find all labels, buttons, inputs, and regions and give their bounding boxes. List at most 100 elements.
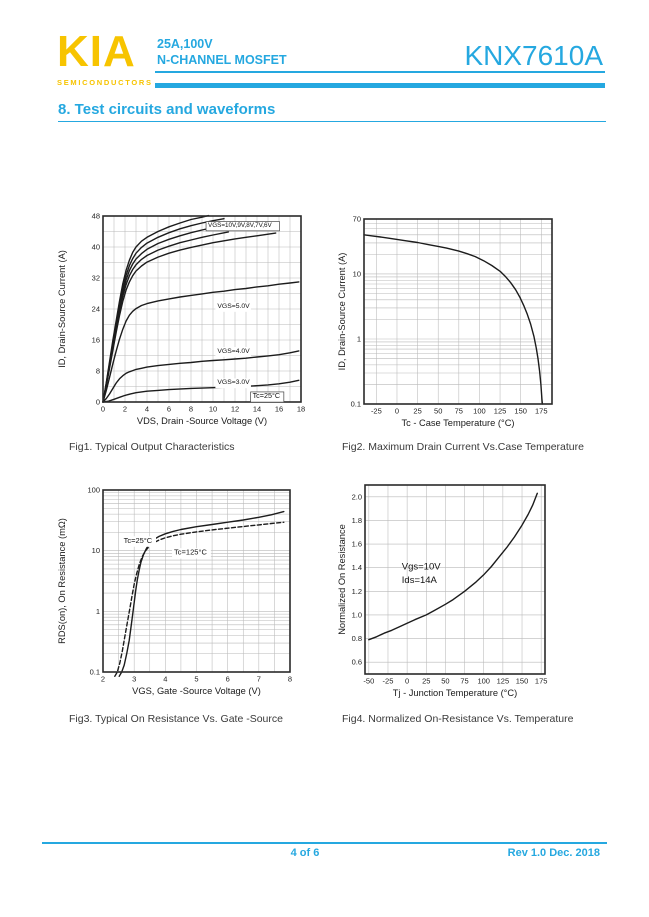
svg-text:1.4: 1.4	[352, 563, 362, 572]
svg-text:5: 5	[194, 675, 198, 684]
svg-text:VGS=4.0V: VGS=4.0V	[217, 348, 250, 355]
svg-text:8: 8	[189, 405, 193, 414]
svg-text:-50: -50	[363, 677, 374, 686]
fig2-caption: Fig2. Maximum Drain Current Vs.Case Temp…	[342, 441, 584, 453]
revision-label: Rev 1.0 Dec. 2018	[507, 847, 600, 859]
device-summary: 25A,100V N-CHANNEL MOSFET	[157, 36, 287, 69]
svg-text:RDS(on), On Resistance (mΩ): RDS(on), On Resistance (mΩ)	[57, 518, 67, 644]
svg-text:150: 150	[516, 677, 529, 686]
svg-text:100: 100	[473, 407, 486, 416]
header-rule-thin	[155, 71, 605, 73]
fig4-normalized-rdson-chart: -50 -25 0 25 50 75 100 125 150 175 0.6 0.8 1.0 1.2 1.4…	[337, 484, 548, 698]
svg-text:175: 175	[535, 677, 548, 686]
svg-text:18: 18	[297, 405, 305, 414]
svg-text:-25: -25	[371, 407, 382, 416]
figure-1: 0 2 4 6 8 10 12 14 16 18 0 8 16 24 32 40 48 VDS, Drain -S…	[55, 205, 335, 454]
svg-text:50: 50	[434, 407, 442, 416]
svg-text:25: 25	[422, 677, 430, 686]
svg-text:7: 7	[257, 675, 261, 684]
figure-3: 2 3 4 5 6 7 8 0.1 1 10 100 VGS, Gate -Source Voltag…	[55, 477, 335, 726]
svg-text:175: 175	[535, 407, 548, 416]
svg-text:70: 70	[353, 215, 361, 224]
svg-text:10: 10	[353, 269, 361, 278]
device-rating: 25A,100V	[157, 37, 213, 51]
figure-4: -50 -25 0 25 50 75 100 125 150 175 0.6 0.8 1.0 1.2 1.4…	[335, 477, 615, 725]
svg-text:6: 6	[167, 405, 171, 414]
svg-text:150: 150	[514, 407, 527, 416]
svg-text:0.8: 0.8	[352, 634, 362, 643]
figure-2: -25 0 25 50 75 100 125 150 175 0.1 1 10 70 Tc - Case …	[335, 205, 615, 454]
svg-text:VGS=5.0V: VGS=5.0V	[217, 303, 250, 310]
svg-text:3: 3	[132, 675, 136, 684]
svg-text:Tj - Junction Temperature (°C): Tj - Junction Temperature (°C)	[393, 688, 517, 698]
svg-text:16: 16	[275, 405, 283, 414]
logo-text: KIA	[57, 27, 136, 76]
svg-text:Tc=25°C: Tc=25°C	[253, 391, 280, 400]
svg-text:4: 4	[163, 675, 167, 684]
svg-text:VDS, Drain -Source Voltage (V): VDS, Drain -Source Voltage (V)	[137, 416, 267, 426]
svg-text:0.1: 0.1	[351, 400, 361, 409]
svg-text:0.6: 0.6	[352, 658, 362, 667]
svg-text:100: 100	[87, 486, 100, 495]
header-rule-thick	[155, 83, 605, 88]
kia-logo: KIA SEMICONDUCTORS	[57, 27, 153, 88]
svg-text:1: 1	[357, 334, 361, 343]
svg-text:125: 125	[497, 677, 510, 686]
svg-text:25: 25	[413, 407, 421, 416]
svg-text:32: 32	[92, 274, 100, 283]
svg-text:48: 48	[92, 212, 100, 221]
svg-text:40: 40	[92, 243, 100, 252]
svg-text:50: 50	[441, 677, 449, 686]
part-number: KNX7610A	[464, 40, 603, 71]
svg-text:10: 10	[209, 405, 217, 414]
svg-text:125: 125	[494, 407, 507, 416]
svg-text:0: 0	[395, 407, 399, 416]
section-title-underline	[58, 121, 606, 123]
svg-text:24: 24	[92, 305, 100, 314]
svg-text:0.1: 0.1	[90, 668, 100, 677]
svg-text:ID, Drain-Source Current (A): ID, Drain-Source Current (A)	[337, 253, 347, 371]
svg-text:8: 8	[96, 367, 100, 376]
svg-text:VGS=10V,9V,8V,7V,6V: VGS=10V,9V,8V,7V,6V	[208, 222, 272, 229]
svg-text:Tc=125°C: Tc=125°C	[174, 548, 207, 557]
svg-text:2: 2	[123, 405, 127, 414]
fig3-caption: Fig3. Typical On Resistance Vs. Gate -So…	[69, 713, 283, 725]
svg-text:Tc - Case Temperature (°C): Tc - Case Temperature (°C)	[401, 418, 514, 428]
svg-text:0: 0	[96, 398, 100, 407]
footer-rule	[42, 842, 607, 844]
logo-subtext: SEMICONDUCTORS	[57, 78, 153, 87]
fig3-on-resistance-chart: 2 3 4 5 6 7 8 0.1 1 10 100 VGS, Gate -Source Voltag…	[57, 486, 292, 697]
svg-text:VGS, Gate -Source Voltage (V): VGS, Gate -Source Voltage (V)	[132, 686, 261, 696]
svg-text:10: 10	[92, 546, 100, 555]
svg-text:2: 2	[101, 675, 105, 684]
svg-text:0: 0	[101, 405, 105, 414]
svg-text:6: 6	[226, 675, 230, 684]
svg-text:1: 1	[96, 607, 100, 616]
fig4-caption: Fig4. Normalized On-Resistance Vs. Tempe…	[342, 713, 574, 725]
page-indicator: 4 of 6	[290, 847, 320, 859]
svg-text:Normalized On Resistance: Normalized On Resistance	[337, 524, 347, 635]
svg-text:75: 75	[460, 677, 468, 686]
svg-text:75: 75	[455, 407, 463, 416]
svg-text:1.2: 1.2	[352, 587, 362, 596]
svg-text:Ids=14A: Ids=14A	[402, 575, 438, 586]
svg-text:-25: -25	[383, 677, 394, 686]
svg-text:100: 100	[477, 677, 490, 686]
section-title: 8. Test circuits and waveforms	[58, 101, 276, 118]
svg-text:14: 14	[253, 405, 261, 414]
svg-text:1.0: 1.0	[352, 610, 362, 619]
svg-text:Vgs=10V: Vgs=10V	[402, 561, 441, 572]
svg-text:4: 4	[145, 405, 149, 414]
svg-text:ID, Drain-Source Current (A): ID, Drain-Source Current (A)	[57, 250, 67, 368]
fig2-max-drain-current-chart: -25 0 25 50 75 100 125 150 175 0.1 1 10 70 Tc - Case …	[337, 215, 553, 428]
fig1-caption: Fig1. Typical Output Characteristics	[69, 441, 235, 453]
device-type: N-CHANNEL MOSFET	[157, 53, 287, 68]
svg-text:16: 16	[92, 336, 100, 345]
svg-text:VGS=3.0V: VGS=3.0V	[217, 379, 250, 386]
svg-text:0: 0	[405, 677, 409, 686]
svg-text:1.6: 1.6	[352, 540, 362, 549]
svg-text:8: 8	[288, 675, 292, 684]
svg-text:12: 12	[231, 405, 239, 414]
